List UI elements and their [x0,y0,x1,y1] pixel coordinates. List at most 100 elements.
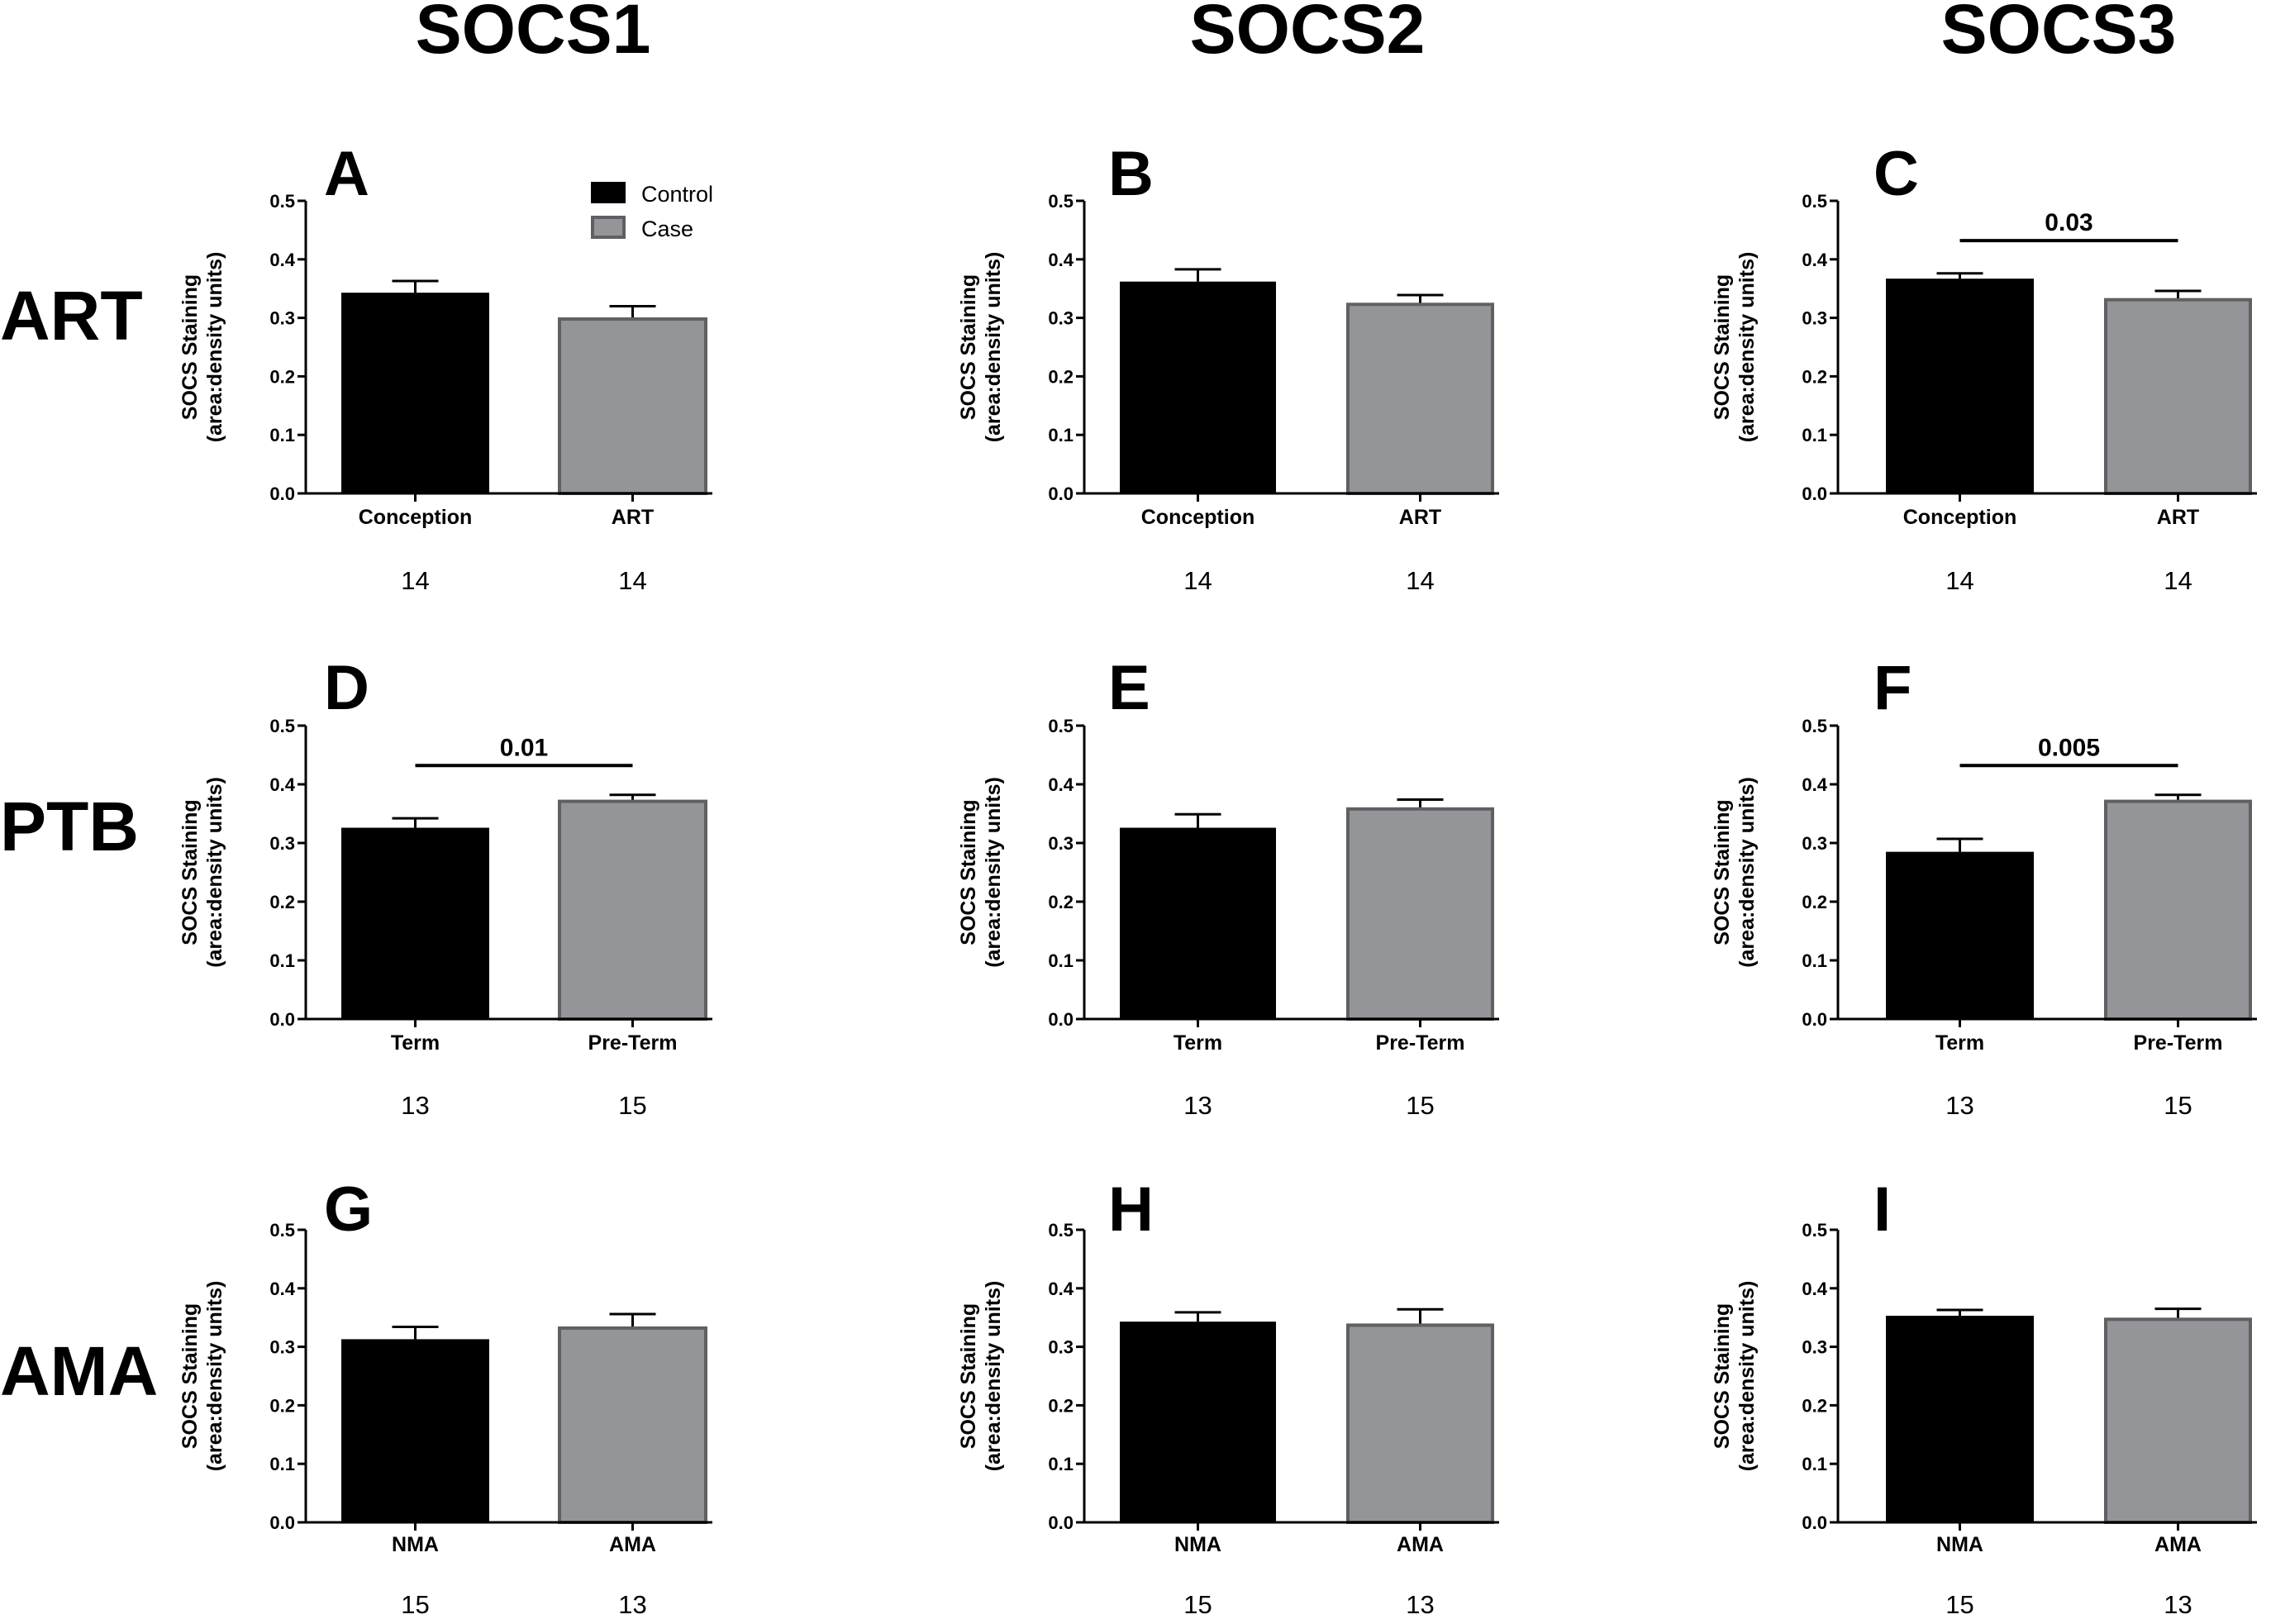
sample-size-label: 13 [1183,1091,1212,1120]
panel-letter-f: F [1873,653,1912,723]
y-tick-label: 0.4 [1802,250,1827,270]
y-tick-label: 0.5 [1048,191,1074,212]
y-tick-label: 0.0 [1048,483,1074,504]
y-tick-label: 0.0 [1802,1512,1827,1533]
y-tick-label: 0.2 [1802,892,1827,912]
y-axis-label-units: (area:density units) [203,777,226,968]
bar-control [1886,1316,2034,1522]
y-axis-label: SOCS Staining [179,274,202,420]
bar-case [558,799,707,1022]
y-axis-label-units: (area:density units) [982,252,1005,443]
x-category-label: Conception [1141,506,1255,529]
panel-letter-a: A [324,139,369,209]
y-tick-label: 0.1 [1048,950,1074,971]
y-tick-label: 0.5 [1048,1220,1074,1241]
y-axis-label-units: (area:density units) [982,1281,1005,1472]
panel-d: D 0.0 0.1 0.2 0.3 0.4 0.5 SOCS Staining (area:de… [179,653,712,1120]
y-axis-label-units: (area:density units) [982,777,1005,968]
x-category-label: AMA [609,1533,656,1556]
y-tick-label: 0.1 [269,1454,295,1474]
bar-control [341,827,489,1019]
x-category-label: NMA [1174,1533,1221,1556]
y-tick-label: 0.2 [1048,366,1074,387]
panel-a: A 0.0 0.1 0.2 0.3 0.4 0.5 SOCS Staining (area:de… [179,139,712,595]
y-tick-label: 0.0 [1802,483,1827,504]
panel-f: F 0.0 0.1 0.2 0.3 0.4 0.5 SOCS Staining (area:de… [1711,653,2257,1120]
bar-case [2104,799,2252,1022]
y-axis-label: SOCS Staining [957,799,980,945]
sample-size-label: 14 [1183,566,1212,595]
legend-label-case: Case [641,217,693,241]
y-tick-label: 0.2 [1802,366,1827,387]
y-tick-label: 0.0 [269,1009,295,1030]
legend-label-control: Control [641,182,713,207]
panel-i: I 0.0 0.1 0.2 0.3 0.4 0.5 SOCS Staining (area:de… [1711,1174,2257,1619]
sample-size-label: 13 [1945,1091,1973,1120]
sample-size-label: 15 [618,1091,646,1120]
sample-size-label: 15 [1183,1590,1212,1619]
y-tick-label: 0.5 [269,716,295,736]
panel-e: E 0.0 0.1 0.2 0.3 0.4 0.5 SOCS Staining (area:de… [957,653,1499,1120]
y-tick-label: 0.5 [1048,716,1074,736]
y-tick-label: 0.1 [1048,1454,1074,1474]
bar-control [1886,851,2034,1019]
y-axis-label-units: (area:density units) [1735,777,1759,968]
legend-swatch-control [591,182,626,203]
sample-size-label: 15 [1945,1590,1973,1619]
y-axis-label: SOCS Staining [1711,1303,1734,1449]
x-category-label: NMA [1936,1533,1983,1556]
y-axis-label: SOCS Staining [179,1303,202,1449]
sample-size-label: 13 [618,1590,646,1619]
y-axis-label-units: (area:density units) [203,1281,226,1472]
bar-control [341,1339,489,1522]
bar-control [341,293,489,493]
row-header-art: ART [0,277,143,355]
y-tick-label: 0.5 [1802,191,1827,212]
y-tick-label: 0.3 [1048,833,1074,854]
panel-letter-b: B [1108,139,1154,209]
sample-size-label: 14 [618,566,646,595]
x-category-label: Pre-Term [588,1031,678,1055]
panel-letter-d: D [324,653,369,723]
panel-h: H 0.0 0.1 0.2 0.3 0.4 0.5 SOCS Staining (area:de… [957,1174,1499,1619]
column-header-socs2: SOCS2 [1190,0,1426,68]
panel-letter-c: C [1873,139,1919,209]
x-category-label: Term [1935,1031,1984,1055]
y-tick-label: 0.4 [269,1279,295,1299]
bar-control [1886,279,2034,493]
y-tick-label: 0.0 [1048,1512,1074,1533]
y-tick-label: 0.4 [1802,774,1827,795]
bar-case [1346,807,1494,1021]
bar-case [2104,1317,2252,1524]
y-tick-label: 0.0 [1802,1009,1827,1030]
y-tick-label: 0.1 [269,425,295,445]
bar-control [1120,281,1276,493]
x-category-label: Term [1174,1031,1222,1055]
y-tick-label: 0.3 [1802,308,1827,329]
y-tick-label: 0.5 [269,1220,295,1241]
y-axis-label-units: (area:density units) [1735,252,1759,443]
panel-c: C 0.0 0.1 0.2 0.3 0.4 0.5 SOCS Staining (area:de… [1711,139,2257,595]
sample-size-label: 15 [401,1590,429,1619]
y-tick-label: 0.1 [1802,1454,1827,1474]
bar-case [558,1326,707,1524]
y-tick-label: 0.4 [1802,1279,1827,1299]
y-tick-label: 0.3 [269,1337,295,1358]
x-category-label: Pre-Term [1376,1031,1465,1055]
y-tick-label: 0.2 [269,1395,295,1416]
y-tick-label: 0.3 [269,308,295,329]
y-tick-label: 0.3 [1048,308,1074,329]
legend-swatch-case [591,216,626,239]
bar-case [1346,1323,1494,1525]
y-tick-label: 0.4 [269,774,295,795]
legend: Control Case [591,182,713,241]
y-tick-label: 0.4 [269,250,295,270]
y-axis-label: SOCS Staining [957,1303,980,1449]
y-tick-label: 0.4 [1048,250,1074,270]
panel-letter-h: H [1108,1174,1154,1245]
y-axis-label: SOCS Staining [179,799,202,945]
sample-size-label: 13 [401,1091,429,1120]
sample-size-label: 14 [1406,566,1434,595]
sample-size-label: 13 [2164,1590,2192,1619]
